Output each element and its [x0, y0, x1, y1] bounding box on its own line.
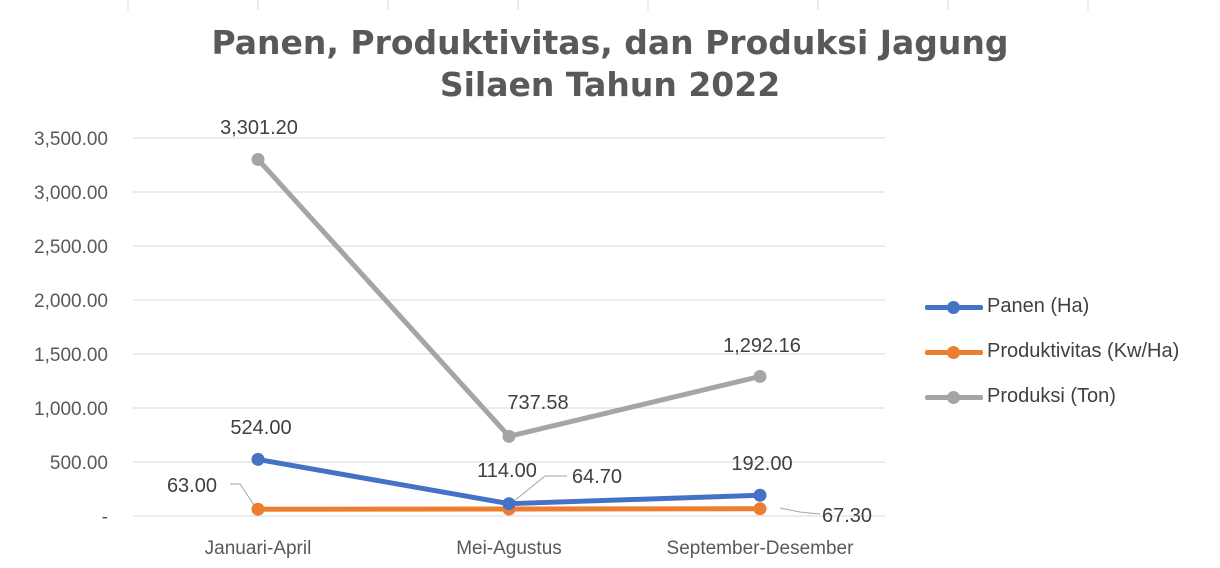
spreadsheet-grid-remnant	[127, 0, 1089, 10]
data-point-panen-1	[502, 497, 516, 511]
legend-label-panen: Panen (Ha)	[987, 295, 1090, 317]
data-label-produktivitas-1: 64.70	[572, 466, 622, 488]
y-tick-label-6: 3,000.00	[34, 183, 108, 204]
leader-line-produktivitas-1	[507, 475, 567, 507]
y-tick-label-5: 2,500.00	[34, 237, 108, 258]
leader-line-produktivitas-0	[230, 483, 257, 509]
leader-line-produktivitas-2	[779, 507, 821, 515]
data-label-produktivitas-2: 67.30	[822, 505, 872, 527]
chart-title: Panen, Produktivitas, dan Produksi Jagun…	[200, 22, 1020, 106]
data-point-produktivitas-0	[251, 502, 265, 516]
legend-label-produksi: Produksi (Ton)	[987, 385, 1116, 407]
data-label-panen-0: 524.00	[230, 417, 291, 439]
data-point-panen-0	[251, 452, 265, 466]
y-tick-label-4: 2,000.00	[34, 291, 108, 312]
chart-title-line-2: Silaen Tahun 2022	[439, 65, 781, 104]
data-label-produksi-2: 1,292.16	[723, 335, 801, 357]
data-point-produksi-0	[251, 152, 265, 166]
legend-item-produksi: Produksi (Ton)	[925, 374, 1179, 419]
data-label-produktivitas-0: 63.00	[167, 475, 217, 497]
x-tick-label-2: September-Desember	[667, 538, 855, 559]
y-tick-label-0: -	[102, 507, 108, 528]
legend-swatch-produktivitas	[925, 340, 983, 364]
data-label-panen-2: 192.00	[731, 453, 792, 475]
data-label-panen-1: 114.00	[477, 460, 537, 482]
data-point-produktivitas-2	[753, 502, 767, 516]
legend-label-produktivitas: Produktivitas (Kw/Ha)	[987, 340, 1180, 362]
data-point-panen-2	[753, 488, 767, 502]
legend-swatch-produksi	[925, 385, 983, 409]
data-label-produksi-0: 3,301.20	[220, 117, 298, 139]
chart-title-line-1: Panen, Produktivitas, dan Produksi Jagun…	[211, 23, 1009, 62]
y-tick-label-1: 500.00	[50, 453, 108, 474]
y-tick-label-2: 1,000.00	[34, 399, 108, 420]
chart-legend: Panen (Ha) Produktivitas (Kw/Ha) Produks…	[925, 284, 1179, 419]
legend-swatch-panen	[925, 295, 983, 319]
x-tick-label-1: Mei-Agustus	[456, 538, 562, 559]
y-tick-label-3: 1,500.00	[34, 345, 108, 366]
x-tick-label-0: Januari-April	[205, 538, 312, 559]
data-point-produksi-2	[753, 369, 767, 383]
data-label-produksi-1: 737.58	[507, 392, 568, 414]
data-point-produksi-1	[502, 429, 516, 443]
y-tick-label-7: 3,500.00	[34, 129, 108, 150]
legend-item-panen: Panen (Ha)	[925, 284, 1179, 329]
legend-item-produktivitas: Produktivitas (Kw/Ha)	[925, 329, 1179, 374]
